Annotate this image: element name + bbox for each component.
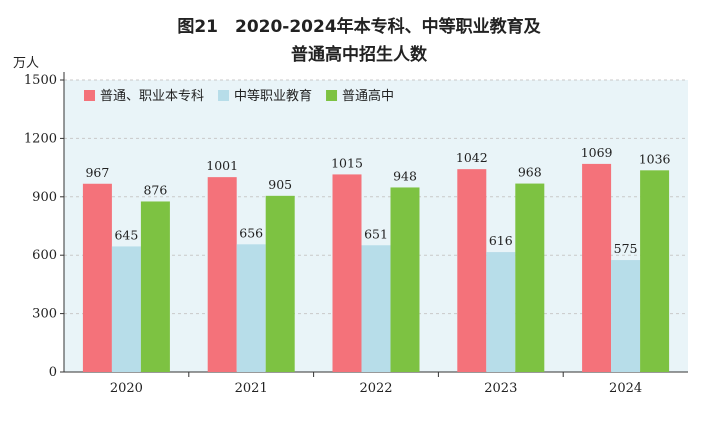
bar-2024-3	[640, 170, 670, 372]
bar-2021-3	[265, 195, 295, 372]
data-label: 876	[143, 182, 167, 197]
data-label: 967	[85, 165, 109, 180]
bar-2020-2	[111, 246, 141, 372]
legend-label-2: 中等职业教育	[234, 88, 312, 104]
y-tick-label: 300	[32, 307, 57, 322]
y-tick-label: 1500	[24, 73, 57, 88]
data-label: 968	[518, 165, 542, 180]
bar-2023-2	[486, 252, 516, 372]
data-label: 1015	[331, 155, 363, 170]
bar-2023-3	[515, 183, 545, 372]
data-label: 1069	[581, 145, 613, 160]
x-tick-label: 2024	[609, 381, 642, 396]
bar-2022-3	[390, 187, 420, 372]
y-tick-label: 600	[32, 248, 57, 263]
data-label: 1001	[206, 158, 238, 173]
bar-2024-1	[582, 163, 612, 372]
bar-2021-2	[236, 244, 266, 372]
x-tick-label: 2022	[359, 381, 392, 396]
data-label: 575	[614, 241, 638, 256]
data-label: 616	[489, 233, 513, 248]
bar-2022-2	[361, 245, 391, 372]
data-label: 1042	[456, 150, 488, 165]
legend-swatch-3	[326, 90, 338, 101]
y-tick-label: 0	[49, 365, 57, 380]
bar-2023-1	[457, 169, 487, 372]
bar-2021-1	[207, 177, 237, 372]
y-tick-label: 1200	[24, 131, 57, 146]
data-label: 651	[364, 226, 388, 241]
bar-2020-1	[82, 183, 112, 372]
legend-swatch-2	[218, 90, 230, 101]
x-tick-label: 2023	[484, 381, 517, 396]
x-tick-label: 2020	[110, 381, 143, 396]
y-axis-unit-label: 万人	[13, 56, 39, 71]
data-label: 905	[268, 177, 292, 192]
legend-label-3: 普通高中	[342, 88, 394, 104]
bar-2020-3	[140, 201, 170, 372]
data-label: 645	[114, 227, 138, 242]
data-label: 656	[239, 225, 263, 240]
chart-title-line2: 普通高中招生人数	[291, 45, 427, 65]
bar-2022-1	[332, 174, 362, 372]
chart-title-line1: 图21 2020-2024年本专科、中等职业教育及	[177, 17, 541, 37]
data-label: 1036	[639, 151, 671, 166]
legend-label-1: 普通、职业本专科	[100, 89, 204, 104]
legend-swatch-1	[84, 90, 95, 101]
data-label: 948	[393, 168, 417, 183]
bar-2024-2	[611, 260, 641, 372]
y-tick-label: 900	[32, 190, 57, 205]
x-tick-label: 2021	[235, 381, 268, 396]
